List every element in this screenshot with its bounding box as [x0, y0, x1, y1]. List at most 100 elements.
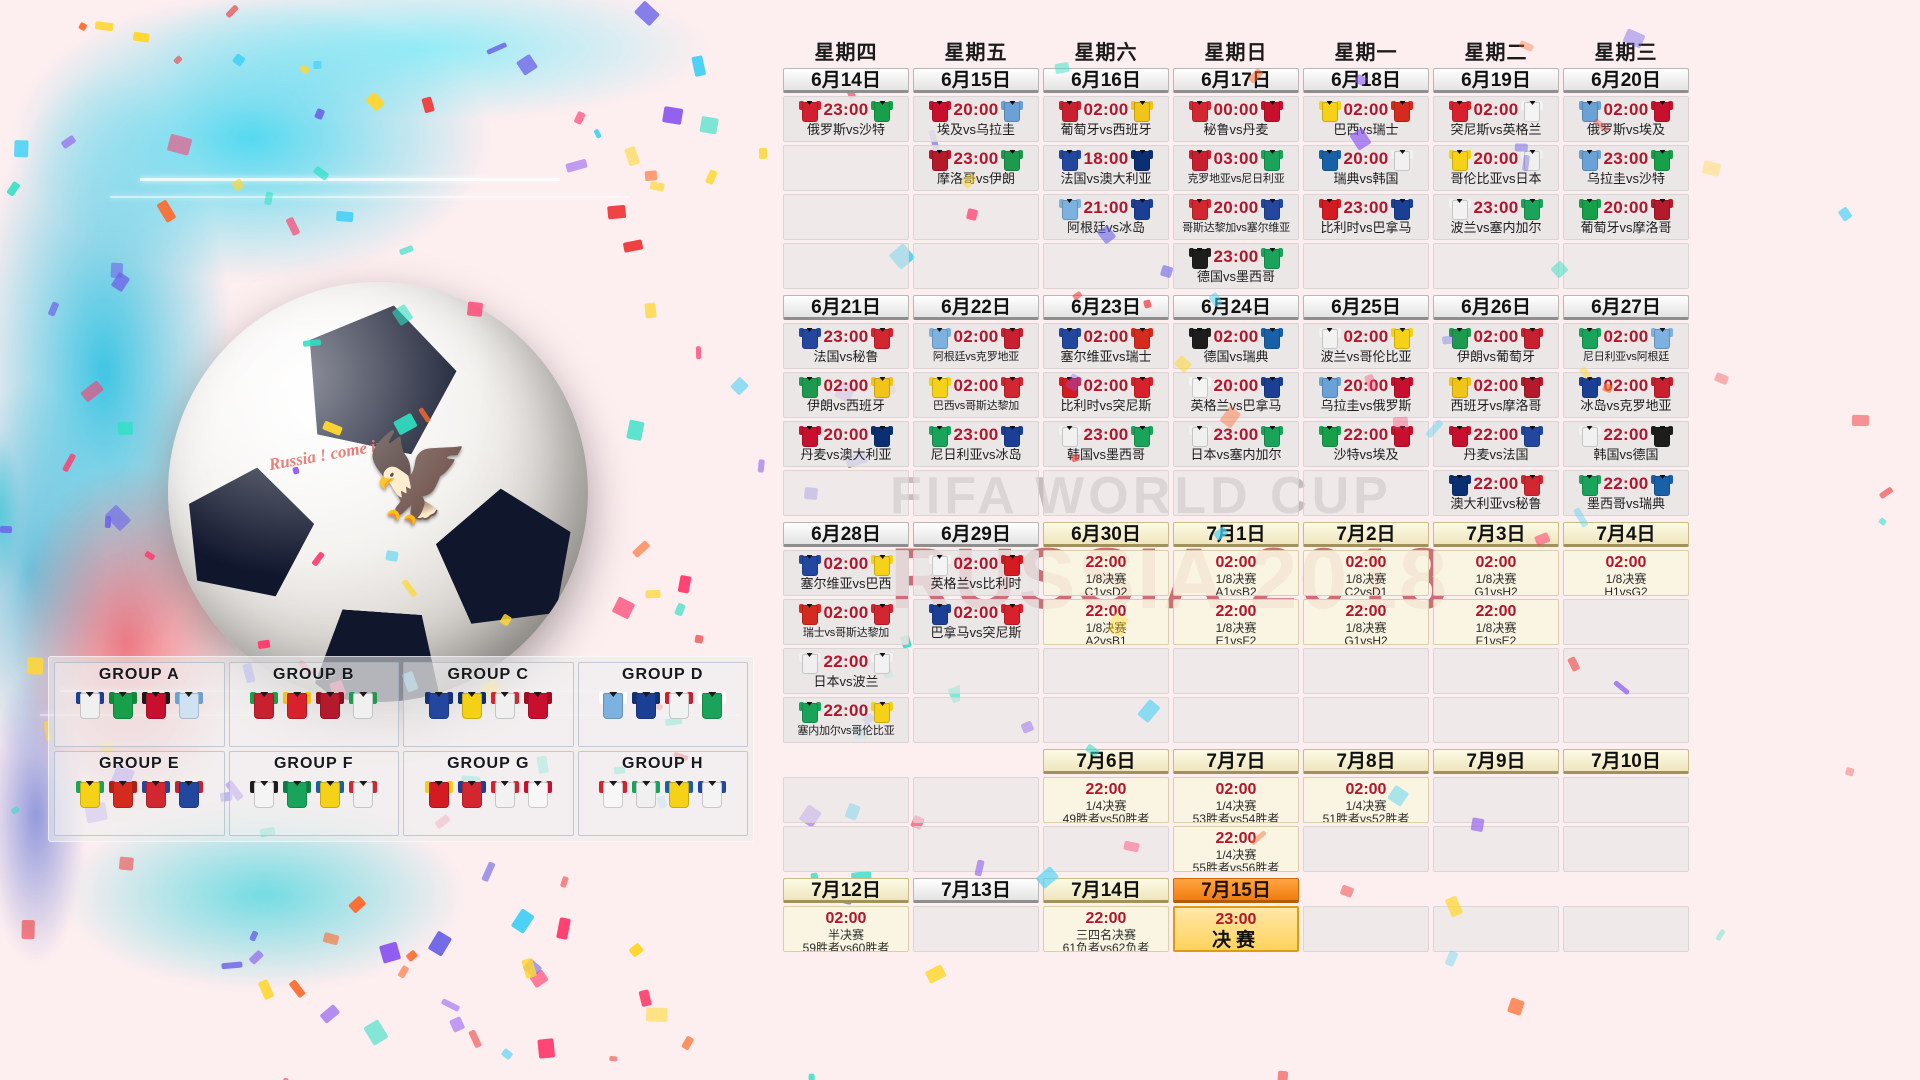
date-cell-6月23日[interactable]: 6月23日	[1043, 295, 1169, 320]
match-cell[interactable]: 22:00 塞内加尔vs哥伦比亚	[783, 697, 909, 743]
match-cell[interactable]: 02:00 塞尔维亚vs瑞士	[1043, 323, 1169, 369]
date-cell-6月26日[interactable]: 6月26日	[1433, 295, 1559, 320]
date-cell-6月24日[interactable]: 6月24日	[1173, 295, 1299, 320]
match-cell[interactable]: 02:00 伊朗vs西班牙	[783, 372, 909, 418]
date-cell-7月2日[interactable]: 7月2日	[1303, 522, 1429, 547]
knockout-match-cell[interactable]: 22:00 1/4决赛 49胜者vs50胜者	[1043, 777, 1169, 823]
group-box-group-c[interactable]: GROUP C	[403, 662, 574, 747]
match-cell[interactable]: 23:00 韩国vs墨西哥	[1043, 421, 1169, 467]
match-cell[interactable]: 02:00 比利时vs突尼斯	[1043, 372, 1169, 418]
match-cell[interactable]: 02:00 冰岛vs克罗地亚	[1563, 372, 1689, 418]
match-cell[interactable]: 02:00 俄罗斯vs埃及	[1563, 96, 1689, 142]
final-match-cell[interactable]: 23:00 决赛	[1173, 906, 1299, 952]
date-cell-6月22日[interactable]: 6月22日	[913, 295, 1039, 320]
match-cell[interactable]: 22:00 日本vs波兰	[783, 648, 909, 694]
match-cell[interactable]: 03:00 克罗地亚vs尼日利亚	[1173, 145, 1299, 191]
date-cell-7月6日[interactable]: 7月6日	[1043, 749, 1169, 774]
date-cell-7月7日[interactable]: 7月7日	[1173, 749, 1299, 774]
match-cell[interactable]: 23:00 波兰vs塞内加尔	[1433, 194, 1559, 240]
date-cell-7月4日[interactable]: 7月4日	[1563, 522, 1689, 547]
date-cell-7月13日[interactable]: 7月13日	[913, 878, 1039, 903]
match-cell[interactable]: 02:00 葡萄牙vs西班牙	[1043, 96, 1169, 142]
date-cell-6月28日[interactable]: 6月28日	[783, 522, 909, 547]
date-cell-6月21日[interactable]: 6月21日	[783, 295, 909, 320]
match-cell[interactable]: 22:00 韩国vs德国	[1563, 421, 1689, 467]
date-cell-7月8日[interactable]: 7月8日	[1303, 749, 1429, 774]
date-cell-6月30日[interactable]: 6月30日	[1043, 522, 1169, 547]
match-cell[interactable]: 02:00 阿根廷vs克罗地亚	[913, 323, 1039, 369]
date-cell-7月9日[interactable]: 7月9日	[1433, 749, 1559, 774]
match-cell[interactable]: 23:00 日本vs塞内加尔	[1173, 421, 1299, 467]
knockout-match-cell[interactable]: 22:00 1/8决赛 C1vsD2	[1043, 550, 1169, 596]
date-cell-6月27日[interactable]: 6月27日	[1563, 295, 1689, 320]
date-cell-7月15日[interactable]: 7月15日	[1173, 878, 1299, 903]
match-cell[interactable]: 22:00 墨西哥vs瑞典	[1563, 470, 1689, 516]
knockout-match-cell[interactable]: 22:00 1/4决赛 55胜者vs56胜者	[1173, 826, 1299, 872]
match-cell[interactable]: 02:00 德国vs瑞典	[1173, 323, 1299, 369]
confetti-piece	[1054, 61, 1070, 74]
match-cell[interactable]: 02:00 瑞士vs哥斯达黎加	[783, 599, 909, 645]
match-cell[interactable]: 02:00 塞尔维亚vs巴西	[783, 550, 909, 596]
knockout-match-cell[interactable]: 02:00 1/4决赛 51胜者vs52胜者	[1303, 777, 1429, 823]
knockout-match-cell[interactable]: 22:00 1/8决赛 G1vsH2	[1303, 599, 1429, 645]
date-cell-7月10日[interactable]: 7月10日	[1563, 749, 1689, 774]
knockout-match-cell[interactable]: 02:00 1/4决赛 53胜者vs54胜者	[1173, 777, 1299, 823]
match-cell[interactable]: 20:00 哥斯达黎加vs塞尔维亚	[1173, 194, 1299, 240]
group-box-group-b[interactable]: GROUP B	[228, 662, 399, 747]
match-cell[interactable]: 23:00 俄罗斯vs沙特	[783, 96, 909, 142]
match-cell[interactable]: 00:00 秘鲁vs丹麦	[1173, 96, 1299, 142]
knockout-match-cell[interactable]: 22:00 1/8决赛 A2vsB1	[1043, 599, 1169, 645]
date-cell-6月17日[interactable]: 6月17日	[1173, 68, 1299, 93]
date-cell-6月25日[interactable]: 6月25日	[1303, 295, 1429, 320]
date-cell-6月15日[interactable]: 6月15日	[913, 68, 1039, 93]
group-box-group-g[interactable]: GROUP G	[403, 751, 574, 836]
match-cell[interactable]: 22:00 丹麦vs法国	[1433, 421, 1559, 467]
knockout-match-cell[interactable]: 02:00 1/8决赛 C2vsD1	[1303, 550, 1429, 596]
match-cell[interactable]: 23:00 摩洛哥vs伊朗	[913, 145, 1039, 191]
date-cell-7月12日[interactable]: 7月12日	[783, 878, 909, 903]
match-cell[interactable]: 20:00 葡萄牙vs摩洛哥	[1563, 194, 1689, 240]
knockout-match-cell[interactable]: 22:00 1/8决赛 E1vsF2	[1173, 599, 1299, 645]
match-cell[interactable]: 20:00 丹麦vs澳大利亚	[783, 421, 909, 467]
match-cell[interactable]: 20:00 乌拉圭vs俄罗斯	[1303, 372, 1429, 418]
date-cell-6月14日[interactable]: 6月14日	[783, 68, 909, 93]
match-cell[interactable]: 02:00 巴拿马vs突尼斯	[913, 599, 1039, 645]
match-cell[interactable]: 23:00 乌拉圭vs沙特	[1563, 145, 1689, 191]
match-cell[interactable]: 02:00 西班牙vs摩洛哥	[1433, 372, 1559, 418]
knockout-match-cell[interactable]: 02:00 1/8决赛 H1vsG2	[1563, 550, 1689, 596]
match-cell[interactable]: 02:00 巴西vs哥斯达黎加	[913, 372, 1039, 418]
knockout-match-cell[interactable]: 02:00 1/8决赛 G1vsH2	[1433, 550, 1559, 596]
match-cell[interactable]: 23:00 比利时vs巴拿马	[1303, 194, 1429, 240]
match-cell[interactable]: 20:00 英格兰vs巴拿马	[1173, 372, 1299, 418]
match-cell[interactable]: 22:00 澳大利亚vs秘鲁	[1433, 470, 1559, 516]
group-box-group-a[interactable]: GROUP A	[54, 662, 225, 747]
match-cell[interactable]: 22:00 沙特vs埃及	[1303, 421, 1429, 467]
match-cell[interactable]: 02:00 伊朗vs葡萄牙	[1433, 323, 1559, 369]
group-box-group-f[interactable]: GROUP F	[228, 751, 399, 836]
date-cell-6月16日[interactable]: 6月16日	[1043, 68, 1169, 93]
match-cell[interactable]: 02:00 突尼斯vs英格兰	[1433, 96, 1559, 142]
match-cell[interactable]: 23:00 德国vs墨西哥	[1173, 243, 1299, 289]
match-cell[interactable]: 20:00 埃及vs乌拉圭	[913, 96, 1039, 142]
date-cell-6月20日[interactable]: 6月20日	[1563, 68, 1689, 93]
group-box-group-h[interactable]: GROUP H	[577, 751, 748, 836]
match-cell[interactable]: 02:00 波兰vs哥伦比亚	[1303, 323, 1429, 369]
match-cell[interactable]: 02:00 英格兰vs比利时	[913, 550, 1039, 596]
group-box-group-e[interactable]: GROUP E	[54, 751, 225, 836]
date-cell-6月19日[interactable]: 6月19日	[1433, 68, 1559, 93]
group-box-group-d[interactable]: GROUP D	[577, 662, 748, 747]
match-cell[interactable]: 20:00 瑞典vs韩国	[1303, 145, 1429, 191]
match-cell[interactable]: 02:00 尼日利亚vs阿根廷	[1563, 323, 1689, 369]
knockout-match-cell[interactable]: 02:00 1/8决赛 A1vsB2	[1173, 550, 1299, 596]
day-column-3: 00:00 秘鲁vs丹麦 03:00 克罗地亚vs尼日利亚 20:00 哥斯达黎加vs塞尔…	[1173, 96, 1299, 292]
match-cell[interactable]: 23:00 尼日利亚vs冰岛	[913, 421, 1039, 467]
date-cell-7月1日[interactable]: 7月1日	[1173, 522, 1299, 547]
match-cell[interactable]: 23:00 法国vs秘鲁	[783, 323, 909, 369]
match-cell[interactable]: 18:00 法国vs澳大利亚	[1043, 145, 1169, 191]
match-cell[interactable]: 20:00 哥伦比亚vs日本	[1433, 145, 1559, 191]
date-cell-7月14日[interactable]: 7月14日	[1043, 878, 1169, 903]
date-cell-6月29日[interactable]: 6月29日	[913, 522, 1039, 547]
knockout-match-cell[interactable]: 22:00 1/8决赛 F1vsE2	[1433, 599, 1559, 645]
knockout-match-cell[interactable]: 02:00 半决赛 59胜者vs60胜者	[783, 906, 909, 952]
knockout-match-cell[interactable]: 22:00 三四名决赛 61负者vs62负者	[1043, 906, 1169, 952]
